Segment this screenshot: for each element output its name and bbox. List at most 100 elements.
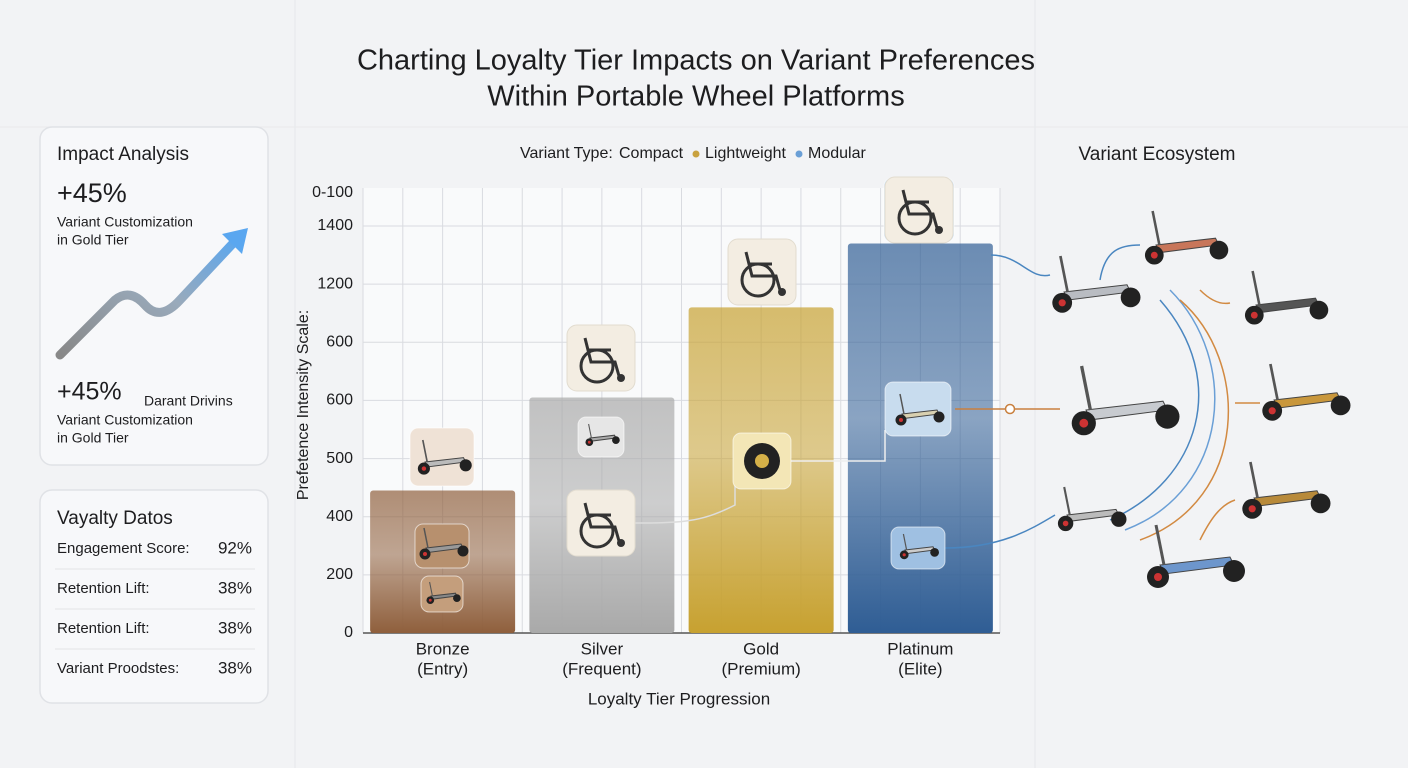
scooter-wheel xyxy=(1330,395,1351,416)
x-tick-note: (Entry) xyxy=(417,659,468,678)
scooter-wheel xyxy=(453,594,461,602)
icon-wheel xyxy=(617,374,625,382)
y-tick-label: 1400 xyxy=(317,217,353,234)
scooter-hub xyxy=(899,418,903,422)
icon-wheel xyxy=(778,288,786,296)
x-tick-label: Silver xyxy=(581,639,624,658)
y-scale-note: 0-100 xyxy=(312,184,353,201)
scooter-stem xyxy=(429,581,433,597)
row-value: 92% xyxy=(218,538,252,557)
scooter-wheel xyxy=(930,548,939,557)
scooter-stem xyxy=(1059,255,1069,293)
stat-text: Variant Customization xyxy=(57,214,193,230)
legend-item: Modular xyxy=(808,145,866,162)
row-value: 38% xyxy=(218,578,252,597)
panel-heading: Vayalty Datos xyxy=(57,508,173,529)
scooter-wheel xyxy=(1223,560,1245,582)
y-tick-label: 600 xyxy=(326,392,353,409)
x-tick-label: Bronze xyxy=(416,639,470,658)
x-axis-label: Loyalty Tier Progression xyxy=(588,689,770,708)
legend-dot xyxy=(692,150,700,158)
scooter-stem xyxy=(1151,210,1161,246)
row-label: Variant Proodstes: xyxy=(57,660,179,677)
row-label: Engagement Score: xyxy=(57,540,190,557)
scooter-wheel xyxy=(459,459,472,472)
scooter-hub xyxy=(1058,299,1066,307)
arrow-head xyxy=(222,228,248,254)
scooter-wheel xyxy=(612,436,620,444)
row-value: 38% xyxy=(218,618,252,637)
connector xyxy=(1124,289,1216,531)
scooter-hub xyxy=(428,598,432,602)
scooter-stem xyxy=(1079,365,1093,411)
y-axis-label: Prefetence Intensity Scale: xyxy=(295,310,312,500)
scooter-stem xyxy=(421,439,429,463)
stat: +45% xyxy=(57,178,127,208)
icon-tile xyxy=(884,381,952,437)
scooter-hub xyxy=(587,440,591,444)
connector xyxy=(627,470,736,524)
icon-tile xyxy=(890,526,946,570)
connector xyxy=(790,430,886,462)
y-tick-label: 400 xyxy=(326,508,353,525)
scooter-stem xyxy=(1154,524,1166,566)
icon-tile xyxy=(409,427,475,487)
tire-hub xyxy=(755,454,769,468)
icon-tile xyxy=(420,575,464,613)
row-label: Retention Lift: xyxy=(57,580,150,597)
scooter-hub xyxy=(1248,505,1256,513)
icon-frame xyxy=(901,189,939,229)
legend-item: Compact xyxy=(619,145,684,162)
connector xyxy=(1109,299,1200,521)
impact-panel xyxy=(39,126,269,466)
stat-note: Darant Drivins xyxy=(144,393,233,409)
scooter-stem xyxy=(1251,270,1261,306)
icon-wheel xyxy=(617,539,625,547)
scooter-hub xyxy=(902,553,906,557)
data-rows: Engagement Score: 92% Retention Lift: 38% Re… xyxy=(55,538,255,677)
stat-text: Variant Customization xyxy=(57,412,193,428)
trend-arrow xyxy=(55,233,243,360)
panel-heading: Impact Analysis xyxy=(57,144,189,165)
scooter-stem xyxy=(1063,486,1071,516)
scooter-wheel xyxy=(457,545,469,557)
ecosystem-title: Variant Ecosystem xyxy=(1079,144,1236,165)
title: Within Portable Wheel Platforms xyxy=(487,81,904,113)
connector xyxy=(990,254,1051,277)
scooter-stem xyxy=(902,533,908,551)
scooter-hub xyxy=(421,466,427,471)
scooter-hub xyxy=(423,552,427,556)
decorations xyxy=(409,176,1351,613)
connector xyxy=(944,514,1056,549)
scooter-wheel xyxy=(1309,300,1329,320)
bar xyxy=(847,243,993,633)
scooter-stem xyxy=(588,423,592,439)
row-value: 38% xyxy=(218,658,252,677)
x-tick-label: Gold xyxy=(743,639,779,658)
scooter-wheel xyxy=(1111,511,1127,527)
icon-frame xyxy=(744,251,782,291)
y-tick-label: 200 xyxy=(326,566,353,583)
stat-text: in Gold Tier xyxy=(57,430,129,446)
title: Charting Loyalty Tier Impacts on Variant… xyxy=(357,45,1035,77)
connector-node xyxy=(1004,403,1016,415)
scooter-stem xyxy=(423,527,429,549)
connector xyxy=(1199,289,1231,305)
legend-prefix: Variant Type: xyxy=(520,145,613,162)
scooter-hub xyxy=(1150,251,1158,259)
icon-frame xyxy=(583,337,621,377)
icon-frame xyxy=(583,502,621,542)
scooter-hub xyxy=(1250,311,1258,319)
scooter-wheel xyxy=(933,411,945,423)
scooter-stem xyxy=(1269,363,1279,401)
scooter-wheel xyxy=(1155,404,1180,429)
scooter-wheel xyxy=(1120,287,1141,308)
connector xyxy=(1139,299,1229,541)
x-tick-note: (Frequent) xyxy=(562,659,641,678)
y-tick-label: 500 xyxy=(326,450,353,467)
y-tick-label: 600 xyxy=(326,334,353,351)
legend-item: Lightweight xyxy=(705,145,787,162)
scooter-wheel xyxy=(1209,240,1229,260)
scooter-wheel xyxy=(1310,493,1331,514)
